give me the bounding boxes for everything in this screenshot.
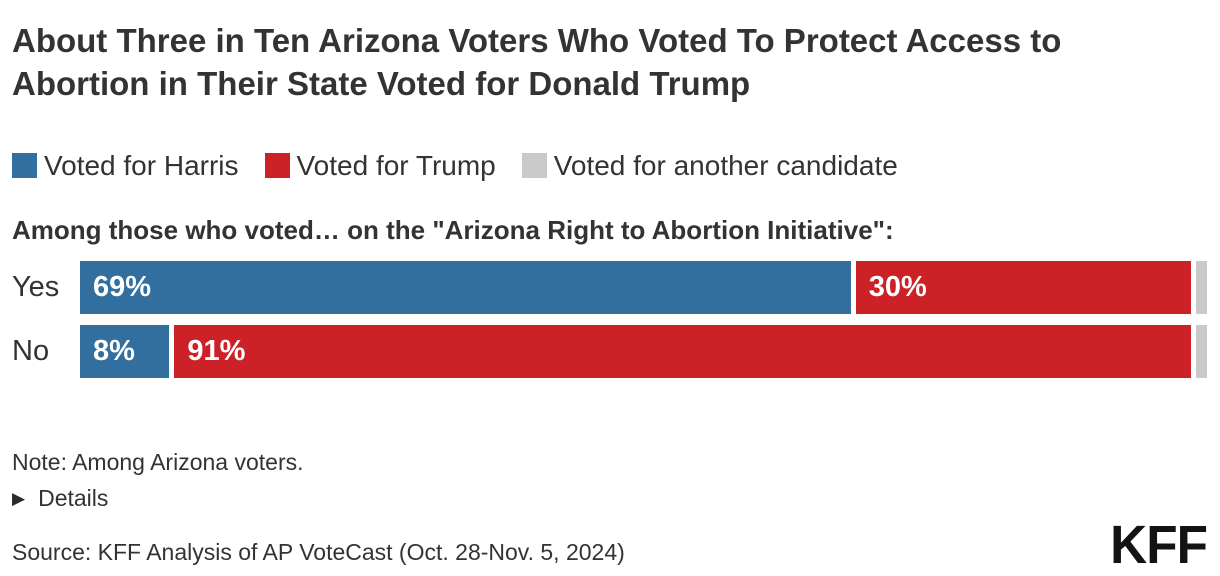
bar-value-label: 69% (93, 270, 152, 303)
bar-value-label: 30% (868, 270, 927, 303)
legend-item-0[interactable]: Voted for Harris (12, 150, 239, 182)
legend-label: Voted for Trump (296, 149, 496, 181)
category-label: No (12, 334, 50, 367)
source-row: Source: KFF Analysis of AP VoteCast (Oct… (12, 514, 1208, 575)
bar-segment[interactable]: 69% (80, 260, 851, 314)
note-text: Note: Among Arizona voters. (12, 448, 304, 475)
triangle-right-icon: ▶ (12, 488, 26, 508)
chart-subtitle: Among those who voted… on the "Arizona R… (12, 214, 894, 245)
details-label: Details (38, 484, 109, 511)
legend-item-1[interactable]: Voted for Trump (264, 149, 496, 182)
bar-track: 69% 30% (80, 260, 1207, 314)
legend-swatch-icon (12, 153, 37, 179)
bar-track: 8% 91% (80, 324, 1207, 378)
legend-label: Voted for another candidate (553, 149, 898, 181)
legend-swatch-icon (264, 153, 290, 179)
stacked-bar-chart: Yes 69% 30% No 8% 91% (12, 260, 1207, 389)
legend-swatch-icon (521, 153, 547, 179)
page-title: About Three in Ten Arizona Voters Who Vo… (12, 22, 1062, 102)
bar-value-label: 8% (93, 334, 135, 367)
bar-segment[interactable] (1195, 260, 1207, 314)
bar-segment[interactable] (1195, 324, 1207, 378)
bar-row-no: No 8% 91% (12, 324, 1207, 378)
bar-value-label: 91% (187, 334, 246, 367)
details-toggle[interactable]: ▶ Details (12, 485, 108, 512)
source-text: Source: KFF Analysis of AP VoteCast (Oct… (12, 538, 625, 565)
kff-logo: KFF (1110, 514, 1208, 575)
bar-segment[interactable]: 91% (174, 324, 1191, 378)
legend-item-2[interactable]: Voted for another candidate (521, 149, 898, 182)
legend: Voted for Harris Voted for Trump Voted for… (12, 150, 1207, 182)
category-label: Yes (12, 270, 60, 303)
bar-row-yes: Yes 69% 30% (12, 260, 1207, 314)
bar-segment[interactable]: 30% (855, 260, 1191, 314)
legend-label: Voted for Harris (44, 149, 239, 181)
bar-segment[interactable]: 8% (80, 324, 170, 378)
